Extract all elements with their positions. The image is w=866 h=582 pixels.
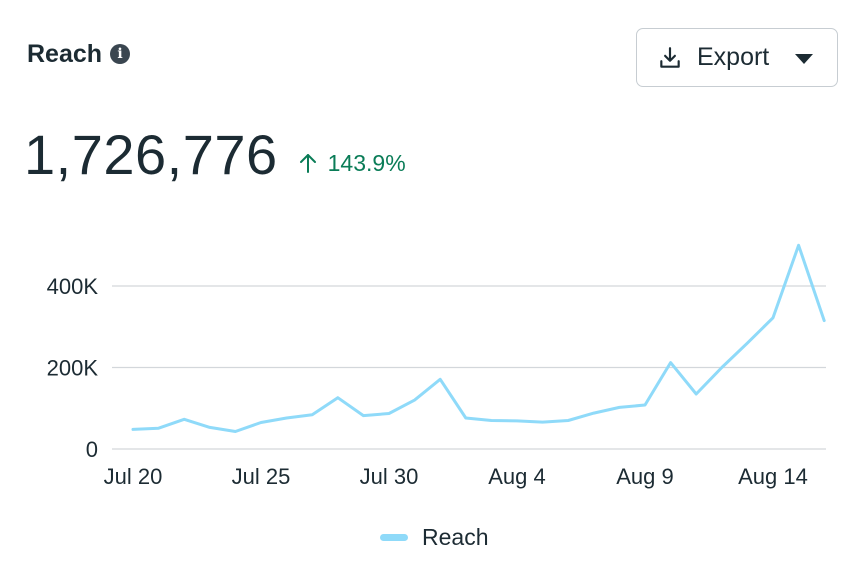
legend[interactable]: Reach (380, 524, 488, 551)
x-tick-label: Aug 9 (616, 464, 674, 489)
caret-down-icon (795, 54, 813, 64)
x-tick-label: Jul 20 (104, 464, 163, 489)
delta-value: 143.9% (327, 149, 406, 176)
x-tick-label: Jul 30 (360, 464, 419, 489)
x-tick-label: Aug 4 (488, 464, 546, 489)
y-tick-label: 200K (47, 356, 99, 381)
metric-value: 1,726,776 (24, 123, 278, 186)
y-tick-label: 0 (86, 437, 98, 462)
export-label: Export (697, 43, 770, 71)
legend-label: Reach (422, 524, 489, 550)
arrow-up-icon (299, 154, 316, 173)
export-button[interactable]: Export (636, 28, 838, 87)
info-icon[interactable]: i (110, 43, 131, 64)
download-icon (660, 46, 680, 68)
x-tick-label: Aug 14 (738, 464, 808, 489)
metric-summary: 1,726,776 143.9% (24, 122, 406, 187)
chart-header: Reach i (27, 40, 131, 69)
y-tick-label: 400K (47, 274, 99, 299)
page-title: Reach (27, 40, 103, 68)
legend-swatch (380, 534, 408, 541)
series-line-reach (131, 243, 826, 433)
delta-badge: 143.9% (298, 150, 406, 177)
x-tick-label: Jul 25 (232, 464, 291, 489)
